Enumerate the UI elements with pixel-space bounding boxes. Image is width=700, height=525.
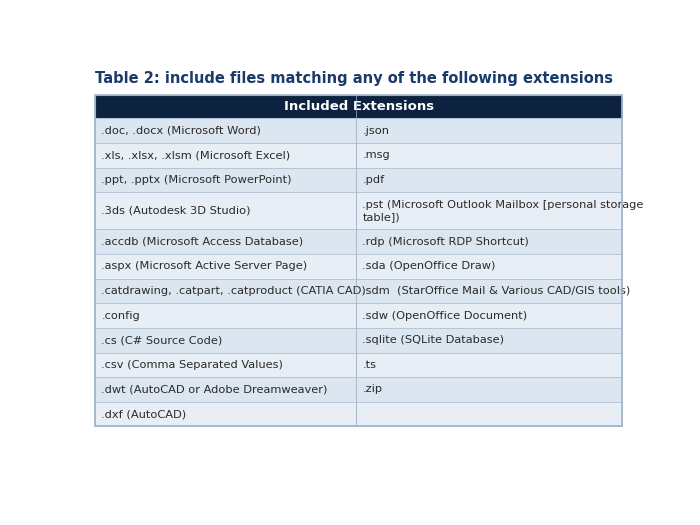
Text: .xls, .xlsx, .xlsm (Microsoft Excel): .xls, .xlsx, .xlsm (Microsoft Excel) [102, 150, 290, 161]
Bar [356, 328, 622, 352]
Bar [95, 402, 356, 426]
Text: Table 2: include files matching any of the following extensions: Table 2: include files matching any of t… [95, 71, 613, 87]
Bar [95, 352, 356, 377]
Text: .rdp (Microsoft RDP Shortcut): .rdp (Microsoft RDP Shortcut) [363, 237, 529, 247]
Bar [95, 143, 356, 167]
Bar [95, 96, 622, 426]
Text: .zip: .zip [363, 384, 382, 394]
Text: Included Extensions: Included Extensions [284, 100, 434, 113]
Bar [356, 303, 622, 328]
Bar [356, 119, 622, 143]
Text: .pst (Microsoft Outlook Mailbox [personal storage
table]): .pst (Microsoft Outlook Mailbox [persona… [363, 200, 644, 222]
Text: .sqlite (SQLite Database): .sqlite (SQLite Database) [363, 335, 504, 345]
Text: .sdw (OpenOffice Document): .sdw (OpenOffice Document) [363, 311, 527, 321]
Bar [95, 229, 356, 254]
Bar [95, 328, 356, 352]
Bar [95, 279, 356, 303]
Bar [356, 167, 622, 192]
Text: .cs (C# Source Code): .cs (C# Source Code) [102, 335, 223, 345]
Bar [95, 96, 622, 119]
Text: .aspx (Microsoft Active Server Page): .aspx (Microsoft Active Server Page) [102, 261, 307, 271]
Text: .csv (Comma Separated Values): .csv (Comma Separated Values) [102, 360, 284, 370]
Text: .catdrawing, .catpart, .catproduct (CATIA CAD): .catdrawing, .catpart, .catproduct (CATI… [102, 286, 366, 296]
Bar [356, 377, 622, 402]
Text: .ts: .ts [363, 360, 377, 370]
Text: .dwt (AutoCAD or Adobe Dreamweaver): .dwt (AutoCAD or Adobe Dreamweaver) [102, 384, 328, 394]
Text: .ppt, .pptx (Microsoft PowerPoint): .ppt, .pptx (Microsoft PowerPoint) [102, 175, 292, 185]
Bar [356, 352, 622, 377]
Bar [95, 119, 356, 143]
Bar [95, 303, 356, 328]
Bar [356, 143, 622, 167]
Text: .pdf: .pdf [363, 175, 384, 185]
Bar [95, 192, 356, 229]
Bar [356, 192, 622, 229]
Bar [356, 254, 622, 279]
Text: .accdb (Microsoft Access Database): .accdb (Microsoft Access Database) [102, 237, 304, 247]
Text: .msg: .msg [363, 150, 390, 161]
Text: .doc, .docx (Microsoft Word): .doc, .docx (Microsoft Word) [102, 126, 261, 136]
Text: .sdm  (StarOffice Mail & Various CAD/GIS tools): .sdm (StarOffice Mail & Various CAD/GIS … [363, 286, 631, 296]
Bar [95, 167, 356, 192]
Bar [95, 254, 356, 279]
Text: .3ds (Autodesk 3D Studio): .3ds (Autodesk 3D Studio) [102, 206, 251, 216]
Text: .dxf (AutoCAD): .dxf (AutoCAD) [102, 409, 187, 419]
Text: .sda (OpenOffice Draw): .sda (OpenOffice Draw) [363, 261, 496, 271]
Bar [356, 229, 622, 254]
Text: .json: .json [363, 126, 389, 136]
Bar [356, 402, 622, 426]
Text: .config: .config [102, 311, 140, 321]
Bar [356, 279, 622, 303]
Bar [95, 377, 356, 402]
